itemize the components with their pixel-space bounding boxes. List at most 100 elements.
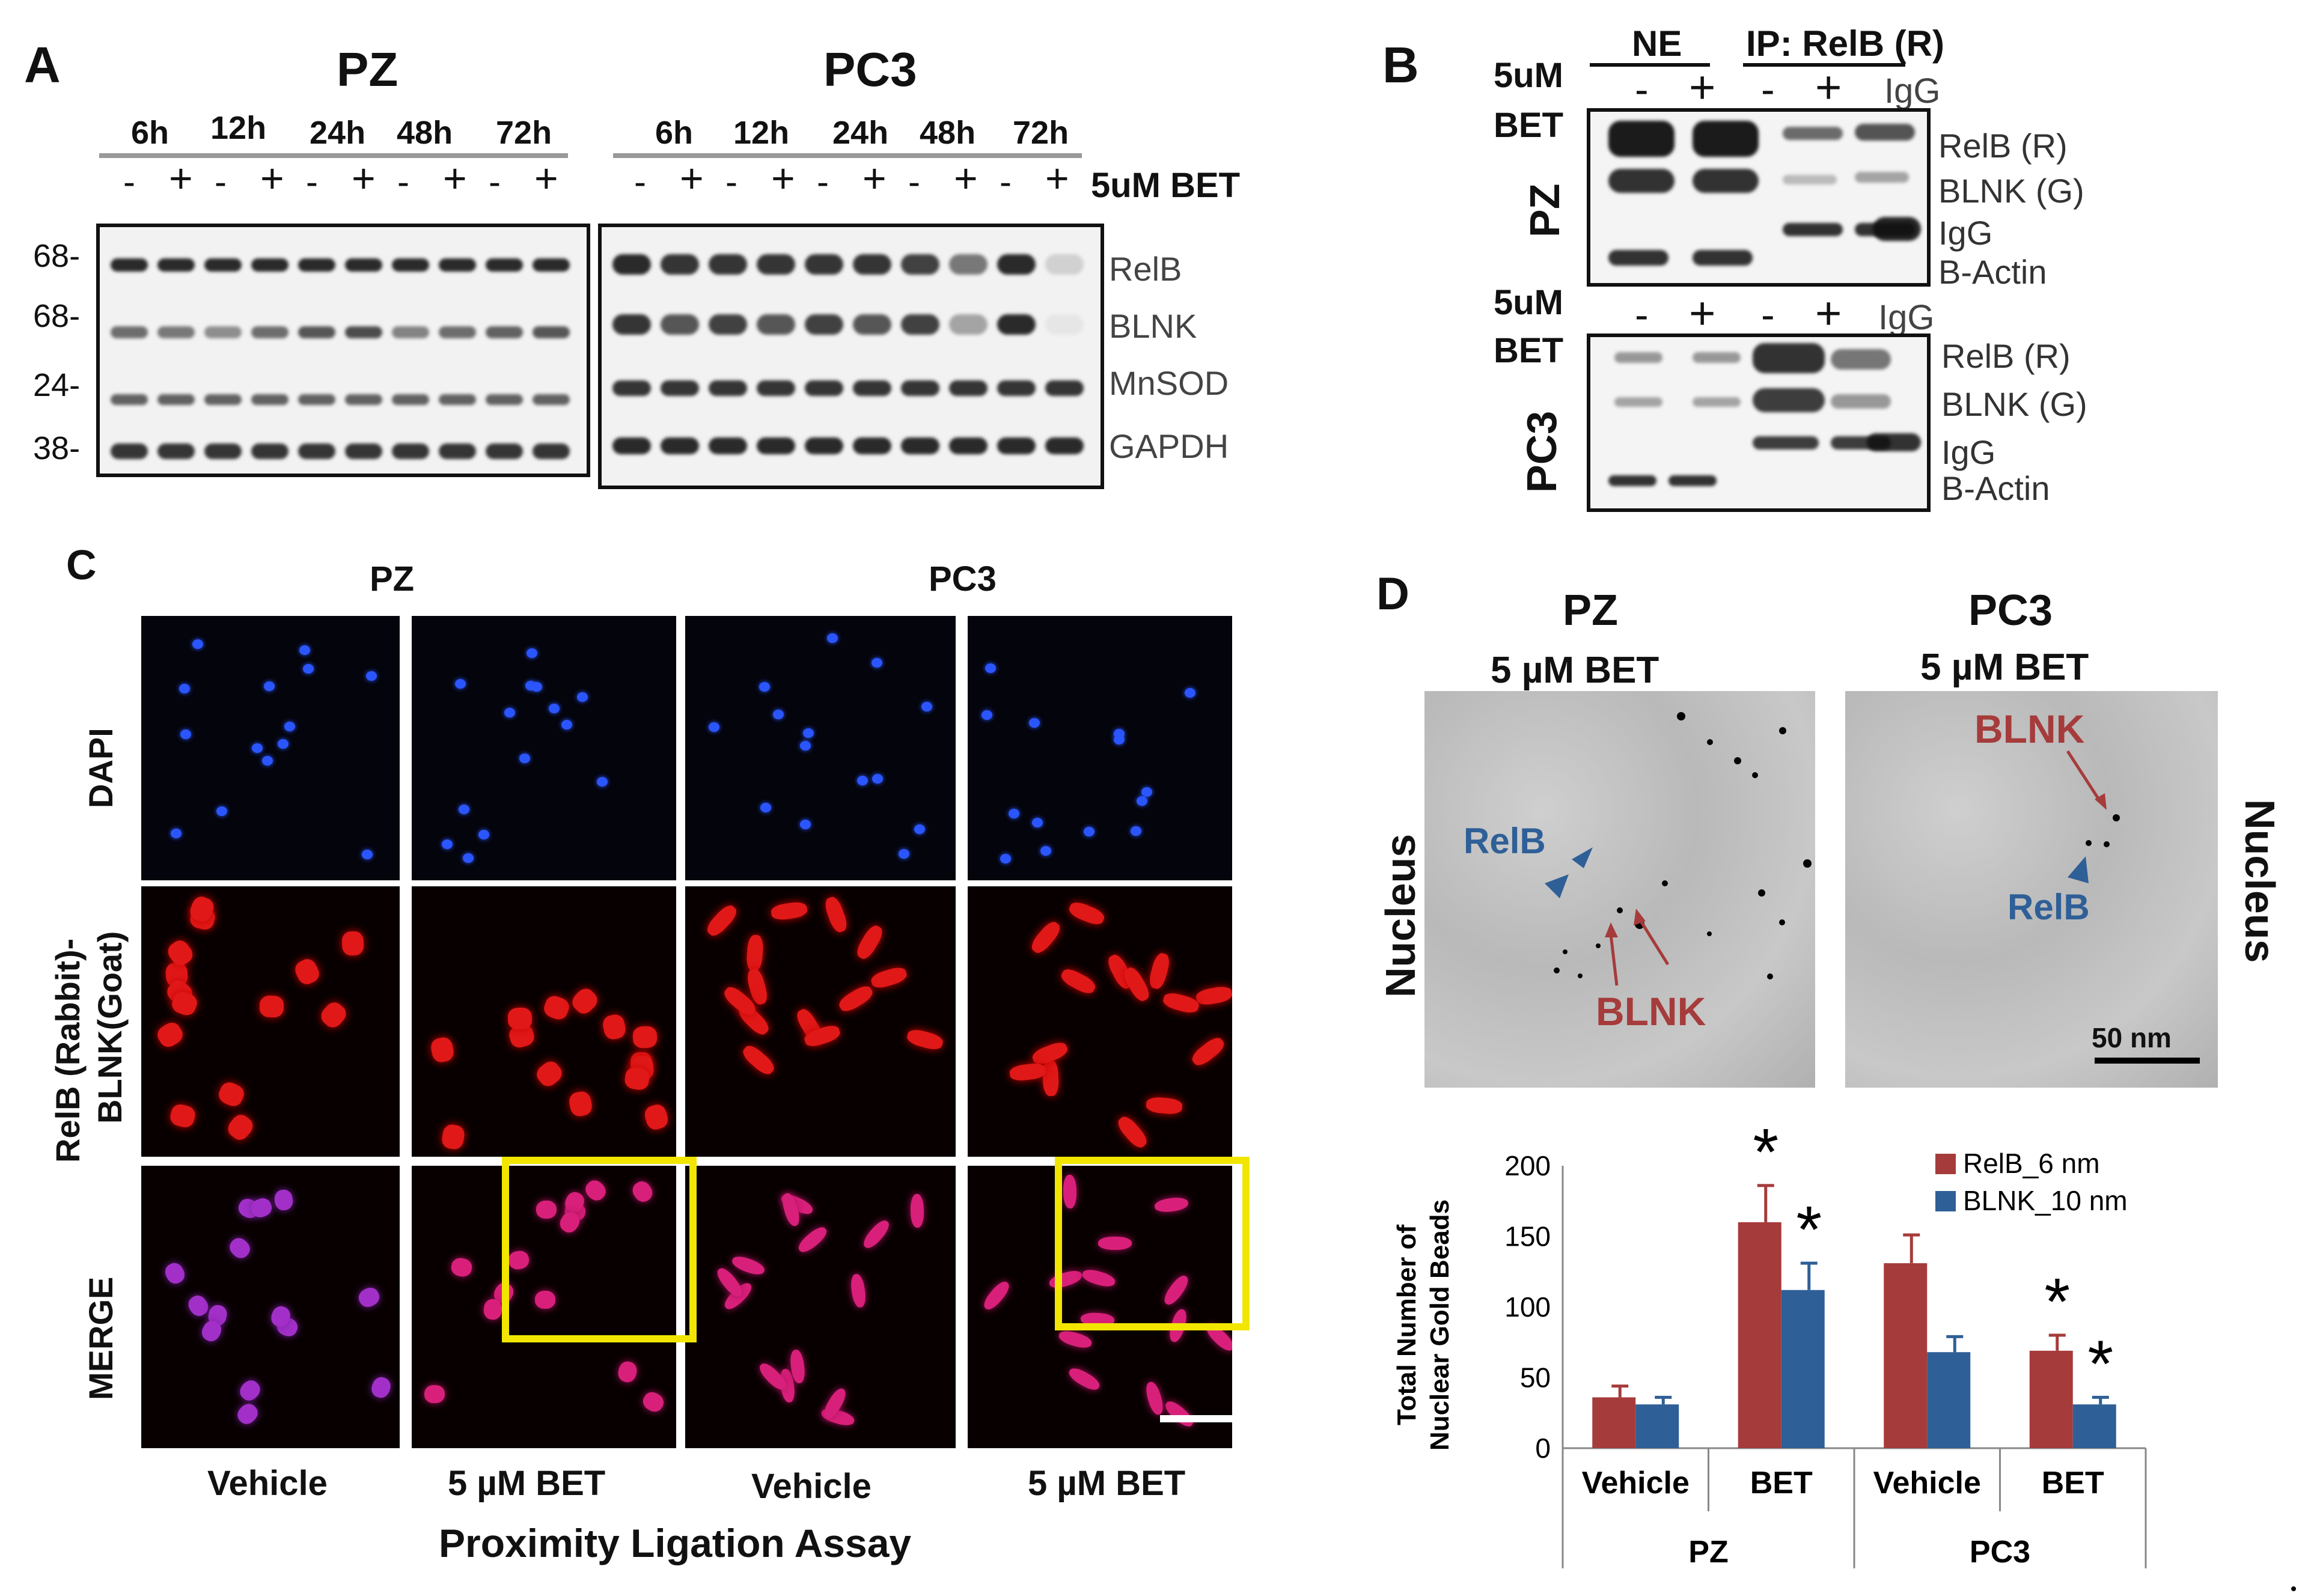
pc3-time-24h: 24h <box>832 115 889 151</box>
pc3-band-r1-l4 <box>805 314 843 335</box>
micrograph-r2-c0 <box>141 1166 400 1448</box>
em-pz-gold-bead-8 <box>1662 880 1668 886</box>
panel-b-ne-underline <box>1590 63 1710 67</box>
pc3-band-r3-l9 <box>1045 437 1084 454</box>
panel-c-pc3-inset-box <box>1055 1157 1250 1330</box>
band-label-gapdh: GAPDH <box>1109 427 1229 465</box>
cell-r0-c1-11 <box>597 777 608 787</box>
bar-0-1 <box>1738 1222 1781 1448</box>
cell-r0-c3-5 <box>1000 854 1011 864</box>
group-label-1: PC3 <box>1970 1535 2030 1570</box>
pz-band-r3-l3 <box>251 443 288 459</box>
panel-d-pz-blnk-label: BLNK <box>1596 989 1706 1034</box>
panel-a-pc3-blot <box>598 224 1104 489</box>
cell-r0-c0-5 <box>216 806 228 816</box>
pz-band-r2-l7 <box>439 394 476 405</box>
pc3-band-r2-l0 <box>612 380 651 396</box>
pz-band-r0-l7 <box>439 258 476 272</box>
pz-band-r2-l2 <box>204 394 242 405</box>
micrograph-r2-c1 <box>412 1166 676 1448</box>
cell-r0-c2-13 <box>773 709 784 719</box>
panel-b-pc3-band-relb: RelB (R) <box>1941 337 2071 375</box>
cell-r0-c1-9 <box>531 681 542 692</box>
panel-d-bar-chart: 0 50 100 150 200 Total Number of Nuclear Gold … <box>1392 1115 2147 1570</box>
bar-1-0 <box>1635 1404 1679 1448</box>
significance-star-3: * <box>2087 1327 2113 1401</box>
panel-b-pz-plus-ip: + <box>1815 62 1842 113</box>
y-tick-label-4: 200 <box>1504 1150 1551 1181</box>
cell-r0-c0-1 <box>179 683 190 693</box>
b-pz-band-5 <box>1693 169 1759 193</box>
panel-d-pz-title: PZ <box>1563 586 1619 635</box>
arrow-blnk-pz-1 <box>1609 934 1619 986</box>
pz-minus-2: - <box>306 162 318 202</box>
panel-d-pc3-sub: 5 µM BET <box>1920 647 2089 688</box>
pz-band-r2-l4 <box>298 394 335 405</box>
pz-minus-3: - <box>397 162 409 202</box>
cell-r0-c1-12 <box>454 679 466 689</box>
bar-1-1 <box>1781 1290 1825 1448</box>
cell-r0-c3-3 <box>981 710 992 720</box>
y-tick-label-3: 150 <box>1504 1221 1551 1252</box>
panel-c-col-vehicle-pz: Vehicle <box>207 1464 328 1503</box>
panel-d-pc3-title: PC3 <box>1968 586 2053 635</box>
panel-a-pz-blot <box>96 224 590 477</box>
pc3-band-r3-l7 <box>949 437 988 454</box>
pc3-time-48h: 48h <box>920 115 976 151</box>
pz-band-r2-l8 <box>486 394 523 405</box>
cell-r0-c1-2 <box>462 853 474 863</box>
pz-band-r3-l6 <box>392 443 429 459</box>
pc3-band-r1-l6 <box>901 314 939 335</box>
cell-r0-c0-3 <box>171 828 182 838</box>
panel-a-treatment-label: 5uM BET <box>1091 166 1241 205</box>
pc3-band-r0-l9 <box>1045 254 1084 275</box>
pz-time-48h: 48h <box>397 115 453 151</box>
pc3-band-r3-l4 <box>805 437 843 454</box>
cell-r0-c3-0 <box>1028 717 1040 728</box>
pz-plus-0: + <box>169 156 193 201</box>
pc3-band-r0-l0 <box>612 254 651 275</box>
em-pz-gold-bead-14 <box>1578 973 1583 978</box>
pz-band-r3-l5 <box>345 443 382 459</box>
em-pz-gold-bead-6 <box>1758 889 1765 897</box>
pc3-band-r0-l7 <box>949 254 988 275</box>
pz-band-r3-l8 <box>486 443 523 459</box>
pc3-band-r2-l8 <box>997 380 1036 396</box>
cell-r0-c0-13 <box>365 671 377 681</box>
panel-b-dose-label-2: 5uM <box>1494 283 1563 322</box>
x-category-label-1: BET <box>1750 1466 1813 1500</box>
em-pz-gold-bead-0 <box>1677 712 1685 720</box>
pc3-band-r0-l1 <box>661 254 699 275</box>
em-pz-gold-bead-10 <box>1617 907 1623 913</box>
pc3-band-r1-l3 <box>757 314 795 335</box>
pz-band-r1-l7 <box>439 326 476 338</box>
pc3-band-r2-l6 <box>901 380 939 396</box>
cell-r0-c2-11 <box>872 774 884 784</box>
b-pz-band-1 <box>1693 121 1759 157</box>
panel-b-pz-band-bactin: B-Actin <box>1938 253 2047 291</box>
em-pc3-gold-bead-1 <box>2086 840 2092 846</box>
panel-b-pz-blot <box>1587 108 1931 287</box>
pc3-band-r2-l7 <box>949 380 988 396</box>
pc3-band-r2-l9 <box>1045 380 1084 396</box>
pz-time-6h: 6h <box>131 115 169 151</box>
cell-r0-c2-9 <box>898 848 909 859</box>
em-pz-gold-bead-12 <box>1563 949 1568 954</box>
legend-label-0: RelB_6 nm <box>1963 1148 2100 1179</box>
pz-band-r1-l0 <box>111 326 148 338</box>
pc3-band-r1-l8 <box>997 314 1036 335</box>
em-pz-gold-bead-13 <box>1554 967 1560 973</box>
panel-b-pz-plus-ne: + <box>1689 62 1716 113</box>
panel-a-pz-title: PZ <box>337 43 398 96</box>
cell-r0-c2-0 <box>708 722 719 732</box>
pc3-band-r2-l3 <box>757 380 795 396</box>
cell-r0-c3-12 <box>1130 826 1141 836</box>
cell-r0-c2-4 <box>800 819 811 829</box>
panel-b-pc3-band-bactin: B-Actin <box>1941 469 2050 507</box>
cell-r2-c1-1 <box>535 1290 556 1309</box>
pc3-band-r0-l8 <box>997 254 1036 275</box>
panel-b-pc3-band-blnk: BLNK (G) <box>1941 385 2087 423</box>
bar-1-3 <box>2072 1404 2116 1448</box>
b-pz-band-8 <box>1783 223 1843 236</box>
mw-marker-3: 24- <box>33 367 81 403</box>
